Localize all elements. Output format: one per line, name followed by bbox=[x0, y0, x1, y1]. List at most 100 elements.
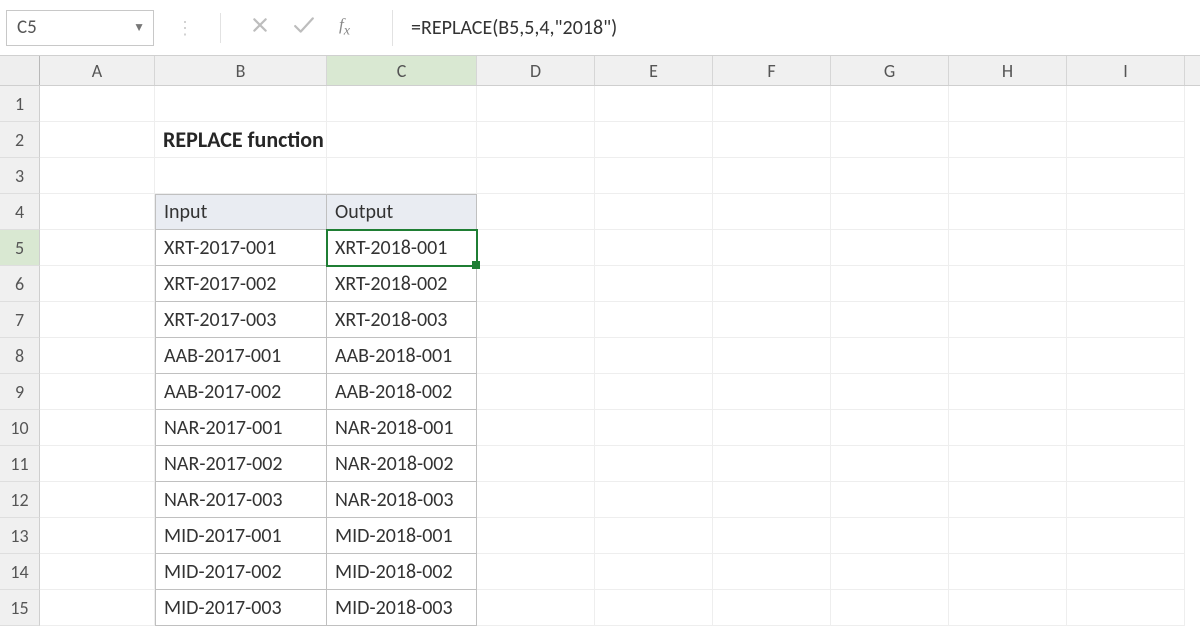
cell-I13[interactable] bbox=[1067, 518, 1185, 554]
cell-E2[interactable] bbox=[595, 122, 713, 158]
cell-G14[interactable] bbox=[831, 554, 949, 590]
cell-E10[interactable] bbox=[595, 410, 713, 446]
cell-H14[interactable] bbox=[949, 554, 1067, 590]
cell-A8[interactable] bbox=[40, 338, 155, 374]
col-header-I[interactable]: I bbox=[1067, 56, 1185, 85]
cell-B10[interactable]: NAR-2017-001 bbox=[155, 410, 327, 446]
cell-B7[interactable]: XRT-2017-003 bbox=[155, 302, 327, 338]
cell-A2[interactable] bbox=[40, 122, 155, 158]
cell-B2[interactable]: REPLACE function bbox=[155, 122, 327, 158]
cell-H9[interactable] bbox=[949, 374, 1067, 410]
cell-A7[interactable] bbox=[40, 302, 155, 338]
cell-I5[interactable] bbox=[1067, 230, 1185, 266]
cell-F13[interactable] bbox=[713, 518, 831, 554]
cell-C13[interactable]: MID-2018-001 bbox=[327, 518, 477, 554]
cell-D8[interactable] bbox=[477, 338, 595, 374]
cell-H10[interactable] bbox=[949, 410, 1067, 446]
cell-B3[interactable] bbox=[155, 158, 327, 194]
select-all-corner[interactable] bbox=[0, 56, 40, 85]
cell-H13[interactable] bbox=[949, 518, 1067, 554]
cell-A12[interactable] bbox=[40, 482, 155, 518]
worksheet[interactable]: A B C D E F G H I 1 2 REPLACE functio bbox=[0, 56, 1200, 630]
cell-B15[interactable]: MID-2017-003 bbox=[155, 590, 327, 626]
cell-C10[interactable]: NAR-2018-001 bbox=[327, 410, 477, 446]
formula-input[interactable]: =REPLACE(B5,5,4,"2018") bbox=[392, 10, 1194, 46]
cell-G1[interactable] bbox=[831, 86, 949, 122]
row-header-12[interactable]: 12 bbox=[0, 482, 40, 518]
cell-G4[interactable] bbox=[831, 194, 949, 230]
fx-icon[interactable]: fx bbox=[339, 15, 350, 39]
col-header-D[interactable]: D bbox=[477, 56, 595, 85]
cell-F2[interactable] bbox=[713, 122, 831, 158]
row-header-13[interactable]: 13 bbox=[0, 518, 40, 554]
cell-E9[interactable] bbox=[595, 374, 713, 410]
cell-I1[interactable] bbox=[1067, 86, 1185, 122]
cell-D10[interactable] bbox=[477, 410, 595, 446]
cell-E8[interactable] bbox=[595, 338, 713, 374]
cell-H1[interactable] bbox=[949, 86, 1067, 122]
cell-E13[interactable] bbox=[595, 518, 713, 554]
cell-I9[interactable] bbox=[1067, 374, 1185, 410]
cell-F10[interactable] bbox=[713, 410, 831, 446]
col-header-H[interactable]: H bbox=[949, 56, 1067, 85]
row-header-15[interactable]: 15 bbox=[0, 590, 40, 626]
cell-G6[interactable] bbox=[831, 266, 949, 302]
cell-I8[interactable] bbox=[1067, 338, 1185, 374]
cell-B12[interactable]: NAR-2017-003 bbox=[155, 482, 327, 518]
cell-H5[interactable] bbox=[949, 230, 1067, 266]
row-header-14[interactable]: 14 bbox=[0, 554, 40, 590]
cell-A15[interactable] bbox=[40, 590, 155, 626]
cell-B11[interactable]: NAR-2017-002 bbox=[155, 446, 327, 482]
cell-H12[interactable] bbox=[949, 482, 1067, 518]
cell-A1[interactable] bbox=[40, 86, 155, 122]
cell-C14[interactable]: MID-2018-002 bbox=[327, 554, 477, 590]
cell-B14[interactable]: MID-2017-002 bbox=[155, 554, 327, 590]
cell-D2[interactable] bbox=[477, 122, 595, 158]
cell-E12[interactable] bbox=[595, 482, 713, 518]
cell-B1[interactable] bbox=[155, 86, 327, 122]
cell-G5[interactable] bbox=[831, 230, 949, 266]
cell-A6[interactable] bbox=[40, 266, 155, 302]
cell-A10[interactable] bbox=[40, 410, 155, 446]
cell-A14[interactable] bbox=[40, 554, 155, 590]
cell-D11[interactable] bbox=[477, 446, 595, 482]
cell-G13[interactable] bbox=[831, 518, 949, 554]
cell-F15[interactable] bbox=[713, 590, 831, 626]
col-header-E[interactable]: E bbox=[595, 56, 713, 85]
cell-I12[interactable] bbox=[1067, 482, 1185, 518]
cell-G12[interactable] bbox=[831, 482, 949, 518]
cell-F3[interactable] bbox=[713, 158, 831, 194]
cell-G8[interactable] bbox=[831, 338, 949, 374]
cell-I7[interactable] bbox=[1067, 302, 1185, 338]
cell-D4[interactable] bbox=[477, 194, 595, 230]
cell-F14[interactable] bbox=[713, 554, 831, 590]
cell-D15[interactable] bbox=[477, 590, 595, 626]
cell-D1[interactable] bbox=[477, 86, 595, 122]
cell-B13[interactable]: MID-2017-001 bbox=[155, 518, 327, 554]
cell-I14[interactable] bbox=[1067, 554, 1185, 590]
cell-H7[interactable] bbox=[949, 302, 1067, 338]
cell-H11[interactable] bbox=[949, 446, 1067, 482]
row-header-11[interactable]: 11 bbox=[0, 446, 40, 482]
cell-D3[interactable] bbox=[477, 158, 595, 194]
cell-C6[interactable]: XRT-2018-002 bbox=[327, 266, 477, 302]
cell-H8[interactable] bbox=[949, 338, 1067, 374]
cell-H3[interactable] bbox=[949, 158, 1067, 194]
cell-F7[interactable] bbox=[713, 302, 831, 338]
cell-C11[interactable]: NAR-2018-002 bbox=[327, 446, 477, 482]
cell-C3[interactable] bbox=[327, 158, 477, 194]
cell-A3[interactable] bbox=[40, 158, 155, 194]
cell-C7[interactable]: XRT-2018-003 bbox=[327, 302, 477, 338]
cell-D12[interactable] bbox=[477, 482, 595, 518]
cell-E15[interactable] bbox=[595, 590, 713, 626]
cell-G11[interactable] bbox=[831, 446, 949, 482]
row-header-5[interactable]: 5 bbox=[0, 230, 40, 266]
cell-G15[interactable] bbox=[831, 590, 949, 626]
cell-H6[interactable] bbox=[949, 266, 1067, 302]
row-header-10[interactable]: 10 bbox=[0, 410, 40, 446]
cell-F9[interactable] bbox=[713, 374, 831, 410]
row-header-6[interactable]: 6 bbox=[0, 266, 40, 302]
cell-C4[interactable]: Output bbox=[327, 194, 477, 230]
row-header-7[interactable]: 7 bbox=[0, 302, 40, 338]
cell-E14[interactable] bbox=[595, 554, 713, 590]
